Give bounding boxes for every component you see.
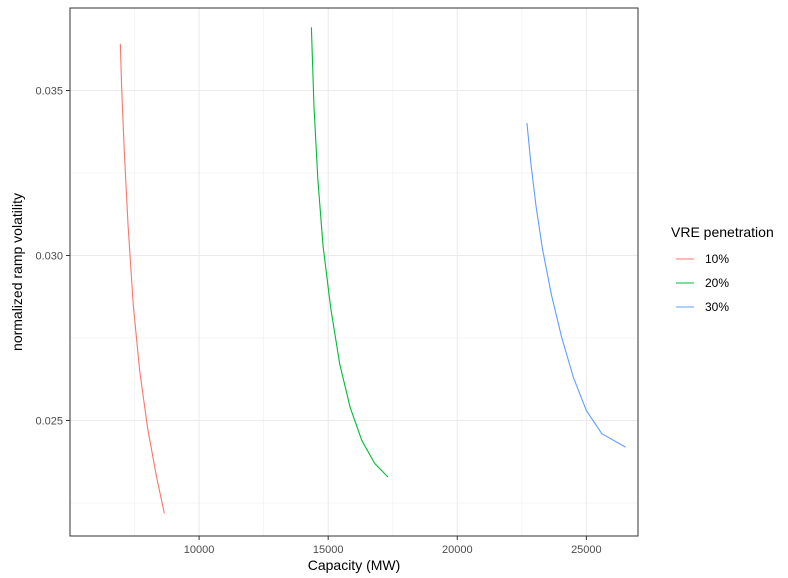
series-layer [119,27,626,514]
y-axis: 0.025 0.030 0.035 [35,86,70,428]
y-tick-label: 0.025 [35,416,63,428]
legend-label-2: 20% [705,276,729,290]
series-line-1 [119,43,165,514]
series-line-2 [310,27,389,478]
legend-label-3: 30% [705,300,729,314]
plot-border [69,7,639,537]
plot-background [70,8,638,536]
x-axis: 10000 15000 20000 25000 [184,536,602,556]
x-tick-label: 25000 [571,544,602,556]
legend-label-1: 10% [705,252,729,266]
x-axis-title: Capacity (MW) [308,557,401,573]
x-tick-label: 10000 [184,544,215,556]
legend-title: VRE penetration [671,224,774,240]
y-axis-title: normalized ramp volatility [9,193,25,351]
y-tick-label: 0.030 [35,251,63,263]
y-tick-label: 0.035 [35,86,63,98]
legend: VRE penetration 10% 20% 30% [671,224,774,314]
series-line-3 [526,122,626,448]
grid-minor [70,8,638,536]
x-tick-label: 15000 [313,544,344,556]
x-tick-label: 20000 [442,544,473,556]
